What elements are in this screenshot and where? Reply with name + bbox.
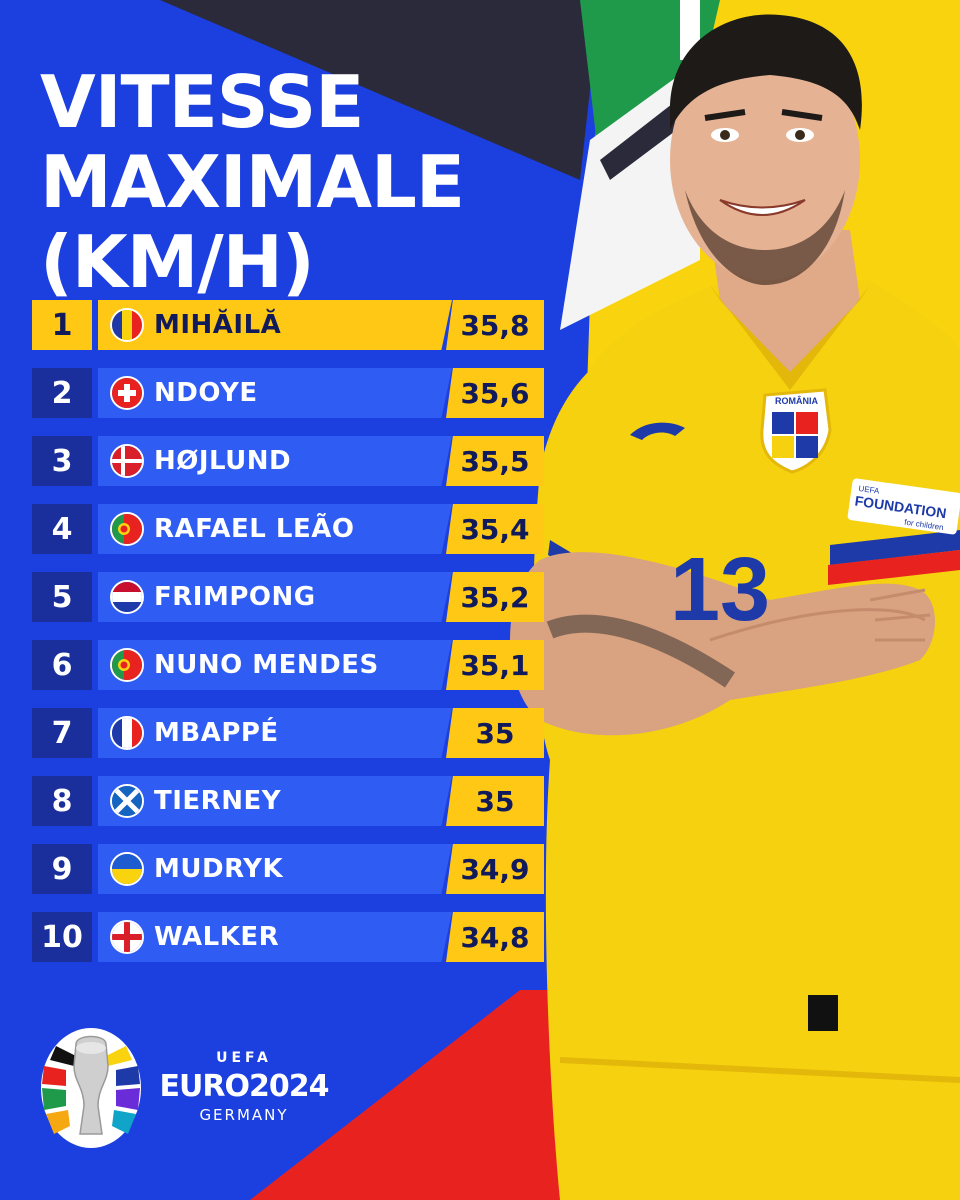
player-name: WALKER <box>154 922 280 952</box>
rank-number: 6 <box>32 640 92 690</box>
player-name: HØJLUND <box>154 446 292 476</box>
player-photo: 13 ROMÂNIA UEFA FOUNDATION for children <box>510 14 960 1200</box>
player-cell: MUDRYK <box>98 844 452 894</box>
euro-label: EURO2024 <box>159 1069 330 1104</box>
player-name: FRIMPONG <box>154 582 316 612</box>
portugal-flag-icon <box>110 512 144 546</box>
top-speed-value: 35 <box>446 708 544 758</box>
player-name: NDOYE <box>154 378 258 408</box>
title-line-3: (KM/H) <box>40 220 315 304</box>
player-cell: MBAPPÉ <box>98 708 452 758</box>
scotland-flag-icon <box>110 784 144 818</box>
ukraine-flag-icon <box>110 852 144 886</box>
rank-number: 2 <box>32 368 92 418</box>
top-speed-value: 35,6 <box>446 368 544 418</box>
ranking-row: 1 MIHĂILĂ 35,8 <box>32 300 547 350</box>
player-name: RAFAEL LEÃO <box>154 514 355 544</box>
patch-top: UEFA <box>858 484 881 496</box>
switzerland-flag-icon <box>110 376 144 410</box>
ranking-row: 5 FRIMPONG 35,2 <box>32 572 547 622</box>
top-speed-value: 35,8 <box>446 300 544 350</box>
euro-2024-branding: UEFA EURO2024 GERMANY <box>154 1050 334 1124</box>
top-speed-value: 34,9 <box>446 844 544 894</box>
rank-number: 3 <box>32 436 92 486</box>
player-cell: MIHĂILĂ <box>98 300 452 350</box>
ranking-row: 10 WALKER 34,8 <box>32 912 547 962</box>
top-speed-value: 34,8 <box>446 912 544 962</box>
romania-flag-icon <box>110 308 144 342</box>
title-line-1: VITESSE <box>40 60 364 144</box>
france-flag-icon <box>110 716 144 750</box>
player-cell: WALKER <box>98 912 452 962</box>
rank-number: 8 <box>32 776 92 826</box>
top-speed-value: 35,1 <box>446 640 544 690</box>
portugal-flag-icon <box>110 648 144 682</box>
uefa-label: UEFA <box>216 1050 272 1066</box>
player-cell: FRIMPONG <box>98 572 452 622</box>
denmark-flag-icon <box>110 444 144 478</box>
england-flag-icon <box>110 920 144 954</box>
rank-number: 1 <box>32 300 92 350</box>
netherlands-flag-icon <box>110 580 144 614</box>
player-name: MIHĂILĂ <box>154 310 282 340</box>
rank-number: 10 <box>32 912 92 962</box>
ranking-row: 2 NDOYE 35,6 <box>32 368 547 418</box>
player-name: MBAPPÉ <box>154 718 279 748</box>
player-cell: HØJLUND <box>98 436 452 486</box>
top-speed-value: 35,4 <box>446 504 544 554</box>
rank-number: 5 <box>32 572 92 622</box>
player-cell: NUNO MENDES <box>98 640 452 690</box>
ranking-row: 9 MUDRYK 34,9 <box>32 844 547 894</box>
badge-text: ROMÂNIA <box>775 395 818 406</box>
player-cell: NDOYE <box>98 368 452 418</box>
player-name: TIERNEY <box>154 786 282 816</box>
title-line-2: MAXIMALE <box>40 140 465 224</box>
top-speed-value: 35,5 <box>446 436 544 486</box>
rank-number: 9 <box>32 844 92 894</box>
ranking-row: 4 RAFAEL LEÃO 35,4 <box>32 504 547 554</box>
jersey-number: 13 <box>670 540 770 640</box>
player-cell: RAFAEL LEÃO <box>98 504 452 554</box>
page-title: VITESSE MAXIMALE (KM/H) <box>40 62 560 302</box>
top-speed-value: 35 <box>446 776 544 826</box>
player-name: NUNO MENDES <box>154 650 379 680</box>
player-cell: TIERNEY <box>98 776 452 826</box>
euro-trophy-logo <box>41 1028 141 1148</box>
ranking-row: 3 HØJLUND 35,5 <box>32 436 547 486</box>
ranking-row: 6 NUNO MENDES 35,1 <box>32 640 547 690</box>
rank-number: 4 <box>32 504 92 554</box>
ranking-row: 7 MBAPPÉ 35 <box>32 708 547 758</box>
player-name: MUDRYK <box>154 854 284 884</box>
ranking-row: 8 TIERNEY 35 <box>32 776 547 826</box>
country-label: GERMANY <box>199 1106 289 1124</box>
rank-number: 7 <box>32 708 92 758</box>
top-speed-value: 35,2 <box>446 572 544 622</box>
